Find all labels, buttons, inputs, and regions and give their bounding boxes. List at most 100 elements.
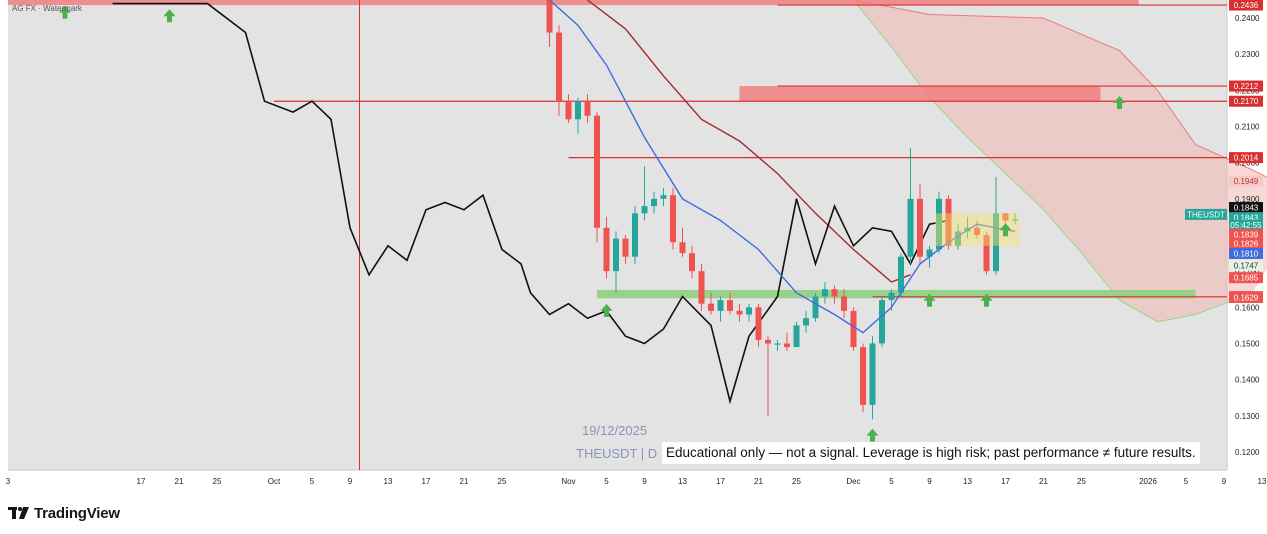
price-tag: [1229, 247, 1263, 259]
x-tick-label: 13: [963, 477, 972, 486]
level-price-tag-text: 0.2212: [1234, 82, 1259, 91]
candle-body: [812, 296, 819, 319]
candle-body: [613, 238, 619, 272]
price-tag-text: 0.1826: [1234, 240, 1259, 249]
candle-body: [556, 32, 562, 102]
y-tick-label: 0.1700: [1235, 267, 1260, 276]
candle-body: [926, 249, 933, 257]
candle-body: [679, 242, 686, 254]
candle-body: [765, 339, 771, 344]
x-tick-label: 3: [6, 477, 11, 486]
price-tag: [1229, 259, 1263, 271]
x-tick-label: 25: [498, 477, 507, 486]
y-tick-label: 0.2300: [1235, 50, 1260, 59]
x-tick-label: 21: [175, 477, 184, 486]
top-resistance-zone: [8, 0, 1139, 6]
candle-body: [774, 343, 781, 345]
time-axis-strip: [0, 470, 1267, 492]
candle-body: [850, 310, 857, 348]
candle-body: [736, 310, 743, 315]
price-tag-text: 0.1747: [1234, 261, 1259, 270]
candle-body: [708, 303, 714, 311]
price-tag-text: 0.1810: [1234, 249, 1259, 258]
resistance-zone: [739, 86, 1101, 102]
candle-body: [603, 227, 610, 272]
price-tag-text: 0.1839: [1234, 230, 1259, 239]
x-tick-label: 2026: [1139, 477, 1157, 486]
tenkan-line: [549, 0, 1016, 334]
price-tag: [1229, 212, 1263, 224]
x-tick-label: 17: [137, 477, 146, 486]
y-tick-label: 0.1200: [1235, 448, 1260, 457]
price-tag: [1229, 228, 1263, 240]
candle-body: [898, 256, 904, 293]
x-tick-label: 21: [1039, 477, 1048, 486]
price-tag: [1229, 202, 1263, 214]
y-tick-label: 0.1500: [1235, 339, 1260, 348]
buy-arrow-icon: [999, 223, 1012, 237]
x-tick-label: 5: [310, 477, 315, 486]
y-tick-label: 0.1900: [1235, 195, 1260, 204]
price-tag-text: 0.1629: [1234, 294, 1259, 303]
tradingview-logo[interactable]: TradingView: [8, 503, 120, 523]
x-tick-label: 25: [213, 477, 222, 486]
y-tick-label: 0.2100: [1235, 123, 1260, 132]
candle-body: [575, 101, 581, 120]
candle-body: [822, 289, 828, 297]
candle-body: [717, 300, 724, 311]
y-tick-label: 0.1300: [1235, 412, 1260, 421]
x-tick-label: 25: [1077, 477, 1086, 486]
level-price-tag: [1229, 95, 1263, 107]
x-tick-label: 13: [1258, 477, 1267, 486]
candle-body: [993, 213, 999, 272]
buy-arrow-icon: [163, 9, 176, 23]
candle-body: [860, 347, 866, 405]
lagging-span-line: [112, 2, 949, 405]
candle-body: [945, 198, 952, 246]
buy-arrow-icon: [1113, 96, 1126, 110]
y-tick-label: 0.1600: [1235, 303, 1260, 312]
price-tag: [1229, 238, 1263, 250]
candle-body: [632, 213, 638, 257]
disclaimer-text: Educational only — not a signal. Leverag…: [662, 442, 1200, 464]
candle-body: [983, 235, 990, 272]
x-tick-label: 5: [889, 477, 894, 486]
buy-arrow-icon: [866, 428, 879, 442]
candle-body: [594, 115, 600, 228]
candle-body: [955, 231, 961, 246]
candle-body: [907, 198, 914, 257]
x-tick-label: 21: [460, 477, 469, 486]
candle-body: [622, 238, 629, 257]
price-tag: [1229, 292, 1263, 304]
candle-body: [698, 271, 705, 304]
candle-body: [670, 195, 676, 243]
level-price-tag: [1229, 80, 1263, 92]
candle-body: [974, 227, 980, 235]
price-tag-text: 0.1949: [1234, 177, 1259, 186]
level-price-tag-text: 0.2436: [1234, 1, 1259, 10]
x-tick-label: 5: [1184, 477, 1189, 486]
buy-arrow-icon: [59, 5, 71, 19]
candle-body: [784, 343, 790, 348]
candle-body: [746, 307, 752, 315]
buy-arrow-icon: [980, 293, 993, 307]
x-tick-label: Dec: [846, 477, 860, 486]
price-tag: [1229, 272, 1263, 284]
price-tag: [1229, 219, 1263, 231]
candle-body: [660, 195, 667, 199]
price-tag-text: 0.1843: [1234, 214, 1259, 223]
y-tick-label: 0.2400: [1235, 14, 1260, 23]
x-tick-label: 9: [642, 477, 647, 486]
candle-body: [1002, 213, 1009, 221]
tradingview-logo-text: TradingView: [34, 504, 120, 522]
x-tick-label: 21: [754, 477, 763, 486]
level-price-tag: [1229, 152, 1263, 164]
candle-body: [727, 300, 733, 311]
x-tick-label: 5: [604, 477, 609, 486]
candle-body: [793, 325, 800, 348]
x-tick-label: 25: [792, 477, 801, 486]
watermark-title: AG FX · Watermark: [12, 4, 82, 13]
x-tick-label: 17: [1001, 477, 1010, 486]
x-tick-label: 17: [716, 477, 725, 486]
